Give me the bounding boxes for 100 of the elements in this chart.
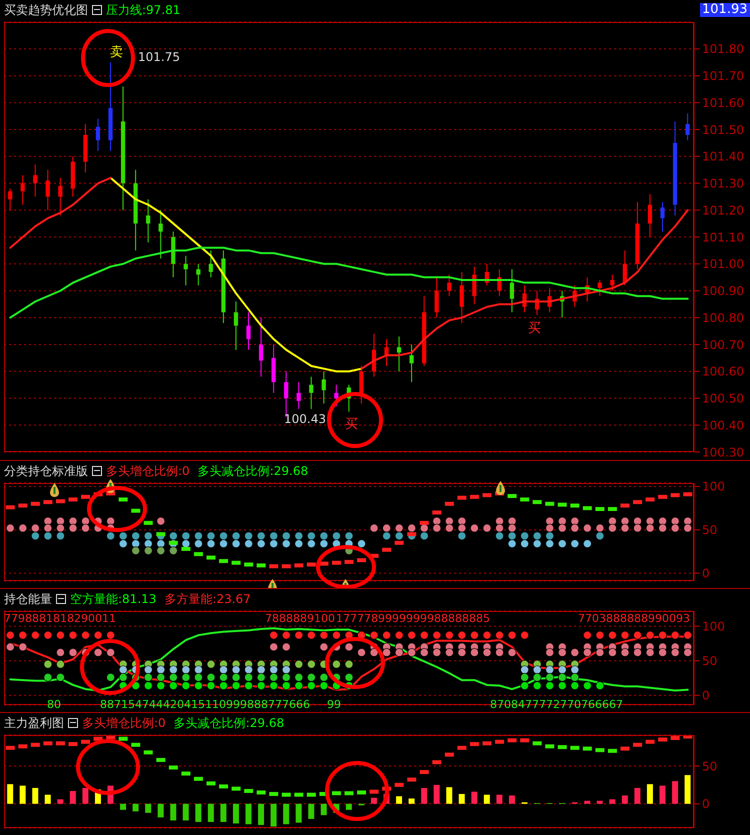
point	[56, 524, 65, 532]
candlestick	[96, 118, 100, 152]
bar	[57, 799, 64, 804]
point	[445, 516, 454, 526]
point	[608, 630, 617, 640]
point	[244, 665, 253, 674]
candlestick	[685, 112, 690, 141]
point	[545, 681, 554, 690]
point	[6, 642, 15, 652]
point	[106, 516, 115, 526]
point	[269, 630, 278, 640]
point	[495, 630, 504, 640]
point	[445, 524, 454, 532]
point	[620, 524, 630, 532]
point	[282, 642, 291, 652]
point	[156, 681, 166, 690]
bar	[195, 804, 202, 822]
point	[106, 630, 115, 640]
point	[558, 648, 567, 657]
bar	[120, 804, 126, 810]
point	[269, 673, 278, 682]
point	[620, 648, 630, 657]
point	[56, 516, 65, 526]
point	[282, 673, 291, 682]
point	[106, 648, 115, 657]
point	[256, 665, 266, 674]
y-tick-label: 100.80	[702, 310, 744, 325]
bar	[170, 804, 176, 820]
point	[458, 648, 466, 657]
bar	[132, 804, 139, 812]
point	[106, 673, 115, 682]
candlestick	[610, 274, 614, 292]
point	[558, 673, 567, 682]
y-tick-label: 0	[702, 797, 710, 812]
point	[269, 681, 278, 690]
point	[294, 673, 304, 682]
candlestick	[447, 274, 452, 297]
point	[633, 516, 642, 526]
point	[169, 673, 178, 682]
point	[294, 630, 304, 640]
y-tick-label: 101.10	[702, 230, 744, 244]
point	[570, 524, 580, 532]
candlestick	[409, 344, 414, 383]
point	[81, 516, 90, 526]
point	[219, 539, 228, 548]
y-tick-label: 100.50	[702, 392, 744, 406]
y-tick-label: 101.20	[702, 203, 744, 218]
point	[144, 546, 153, 555]
point	[269, 532, 278, 540]
point	[332, 660, 341, 669]
point	[256, 681, 266, 690]
bar	[446, 787, 452, 804]
candlestick	[510, 268, 514, 313]
candlestick	[246, 312, 251, 350]
point	[307, 630, 316, 640]
point	[232, 539, 240, 548]
point	[495, 648, 504, 657]
point	[282, 532, 291, 540]
y-tick-label: 101.30	[702, 176, 744, 191]
point	[633, 630, 642, 640]
point	[470, 630, 479, 640]
bar	[320, 804, 327, 816]
candlestick	[46, 169, 50, 211]
y-tick-label: 100.40	[702, 418, 744, 432]
candlestick	[460, 271, 464, 324]
point	[382, 648, 391, 657]
candlestick	[196, 263, 200, 286]
point	[620, 516, 630, 526]
point	[144, 673, 153, 682]
point	[219, 665, 228, 674]
point	[545, 516, 554, 526]
point	[545, 539, 554, 548]
point	[294, 532, 304, 540]
candlestick	[184, 255, 188, 286]
point	[558, 665, 567, 674]
point	[558, 681, 567, 690]
point	[420, 630, 429, 640]
y-tick-label: 101.50	[702, 122, 744, 137]
point	[194, 681, 203, 690]
bar	[82, 788, 88, 804]
y-tick-label: 0	[702, 688, 710, 703]
candlestick	[472, 266, 476, 305]
point	[357, 648, 366, 657]
point	[683, 648, 692, 657]
point	[432, 648, 442, 657]
point	[44, 516, 52, 526]
bar	[370, 798, 377, 804]
point	[156, 665, 166, 674]
point	[646, 524, 654, 532]
point	[44, 673, 52, 682]
point	[294, 539, 304, 548]
point	[508, 516, 516, 526]
point	[658, 648, 667, 657]
point	[194, 665, 203, 674]
chart-title: 主力盈利图	[4, 714, 64, 732]
point	[382, 630, 391, 640]
point	[470, 524, 479, 532]
point	[194, 673, 203, 682]
y-tick-label: 101.40	[702, 150, 744, 164]
point	[608, 524, 617, 532]
